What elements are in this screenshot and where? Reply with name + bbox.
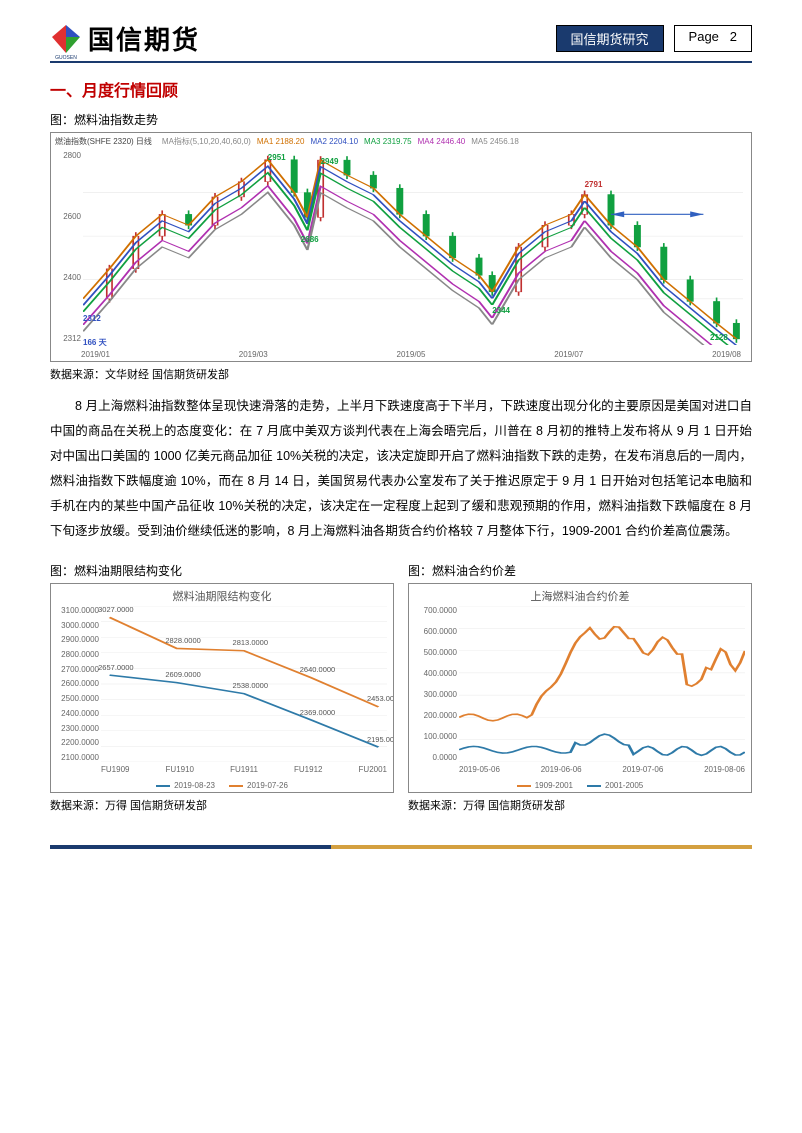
chart1-yaxis: 2800260024002312: [53, 151, 81, 343]
chart-row: 图：燃料油期限结构变化 燃料油期限结构变化 3100.00003000.0000…: [50, 562, 752, 825]
page-number: 2: [730, 29, 737, 44]
chart2-xaxis: FU1909FU1910FU1911FU1912FU2001: [101, 765, 387, 774]
logo-block: GUOSEN 国信期货: [50, 20, 200, 57]
chart1-xaxis: 2019/012019/032019/052019/072019/08: [81, 350, 741, 359]
chart3-xaxis: 2019-05-062019-06-062019-07-062019-08-06: [459, 765, 745, 774]
research-badge: 国信期货研究: [556, 25, 664, 52]
chart3-col: 图：燃料油合约价差 上海燃料油合约价差 700.0000600.0000500.…: [408, 562, 752, 825]
section-title: 一、月度行情回顾: [50, 77, 752, 101]
body-paragraph: 8 月上海燃料油指数整体呈现快速滑落的走势，上半月下跌速度高于下半月，下跌速度出…: [50, 394, 752, 544]
brand-name: 国信期货: [88, 20, 200, 57]
chart3-plot: [459, 606, 745, 762]
footer-bar: [50, 845, 752, 849]
chart1-header: 燃油指数(SHFE 2320) 日线 MA指标(5,10,20,40,60,0)…: [55, 136, 747, 147]
logo-subtext: GUOSEN: [55, 55, 77, 61]
footer-seg-blue: [50, 845, 331, 849]
page-badge: Page 2: [674, 25, 752, 52]
chart2-legend: 2019-08-232019-07-26: [51, 781, 393, 790]
footer-seg-gold: [331, 845, 752, 849]
chart1-instrument: 燃油指数(SHFE 2320) 日线: [55, 136, 152, 147]
chart2-source: 数据来源：万得 国信期货研发部: [50, 797, 394, 813]
logo-icon: GUOSEN: [50, 23, 82, 55]
chart2-yaxis: 3100.00003000.00002900.00002800.00002700…: [53, 606, 99, 762]
spread-chart: 上海燃料油合约价差 700.0000600.0000500.0000400.00…: [408, 583, 752, 793]
page: GUOSEN 国信期货 国信期货研究 Page 2 一、月度行情回顾 图：燃料油…: [0, 0, 802, 879]
chart1-source: 数据来源：文华财经 国信期货研发部: [50, 366, 752, 382]
chart2-title: 燃料油期限结构变化: [51, 584, 393, 604]
chart1-plot: 2951294926862312166 天234427912128: [83, 149, 743, 345]
chart2-label: 图：燃料油期限结构变化: [50, 562, 394, 579]
chart2-plot: 2657.00002609.00002538.00002369.00002195…: [101, 606, 387, 762]
chart2-col: 图：燃料油期限结构变化 燃料油期限结构变化 3100.00003000.0000…: [50, 562, 394, 825]
header: GUOSEN 国信期货 国信期货研究 Page 2: [50, 20, 752, 63]
chart3-title: 上海燃料油合约价差: [409, 584, 751, 604]
chart3-legend: 1909-20012001-2005: [409, 781, 751, 790]
chart1-label: 图：燃料油指数走势: [50, 111, 752, 128]
page-label: Page: [689, 29, 719, 44]
fuel-oil-index-chart: 燃油指数(SHFE 2320) 日线 MA指标(5,10,20,40,60,0)…: [50, 132, 752, 362]
chart3-source: 数据来源：万得 国信期货研发部: [408, 797, 752, 813]
ma-indicators: MA指标(5,10,20,40,60,0)MA1 2188.20MA2 2204…: [162, 136, 525, 147]
header-right: 国信期货研究 Page 2: [556, 25, 752, 52]
term-structure-chart: 燃料油期限结构变化 3100.00003000.00002900.0000280…: [50, 583, 394, 793]
chart3-label: 图：燃料油合约价差: [408, 562, 752, 579]
chart3-yaxis: 700.0000600.0000500.0000400.0000300.0000…: [411, 606, 457, 762]
